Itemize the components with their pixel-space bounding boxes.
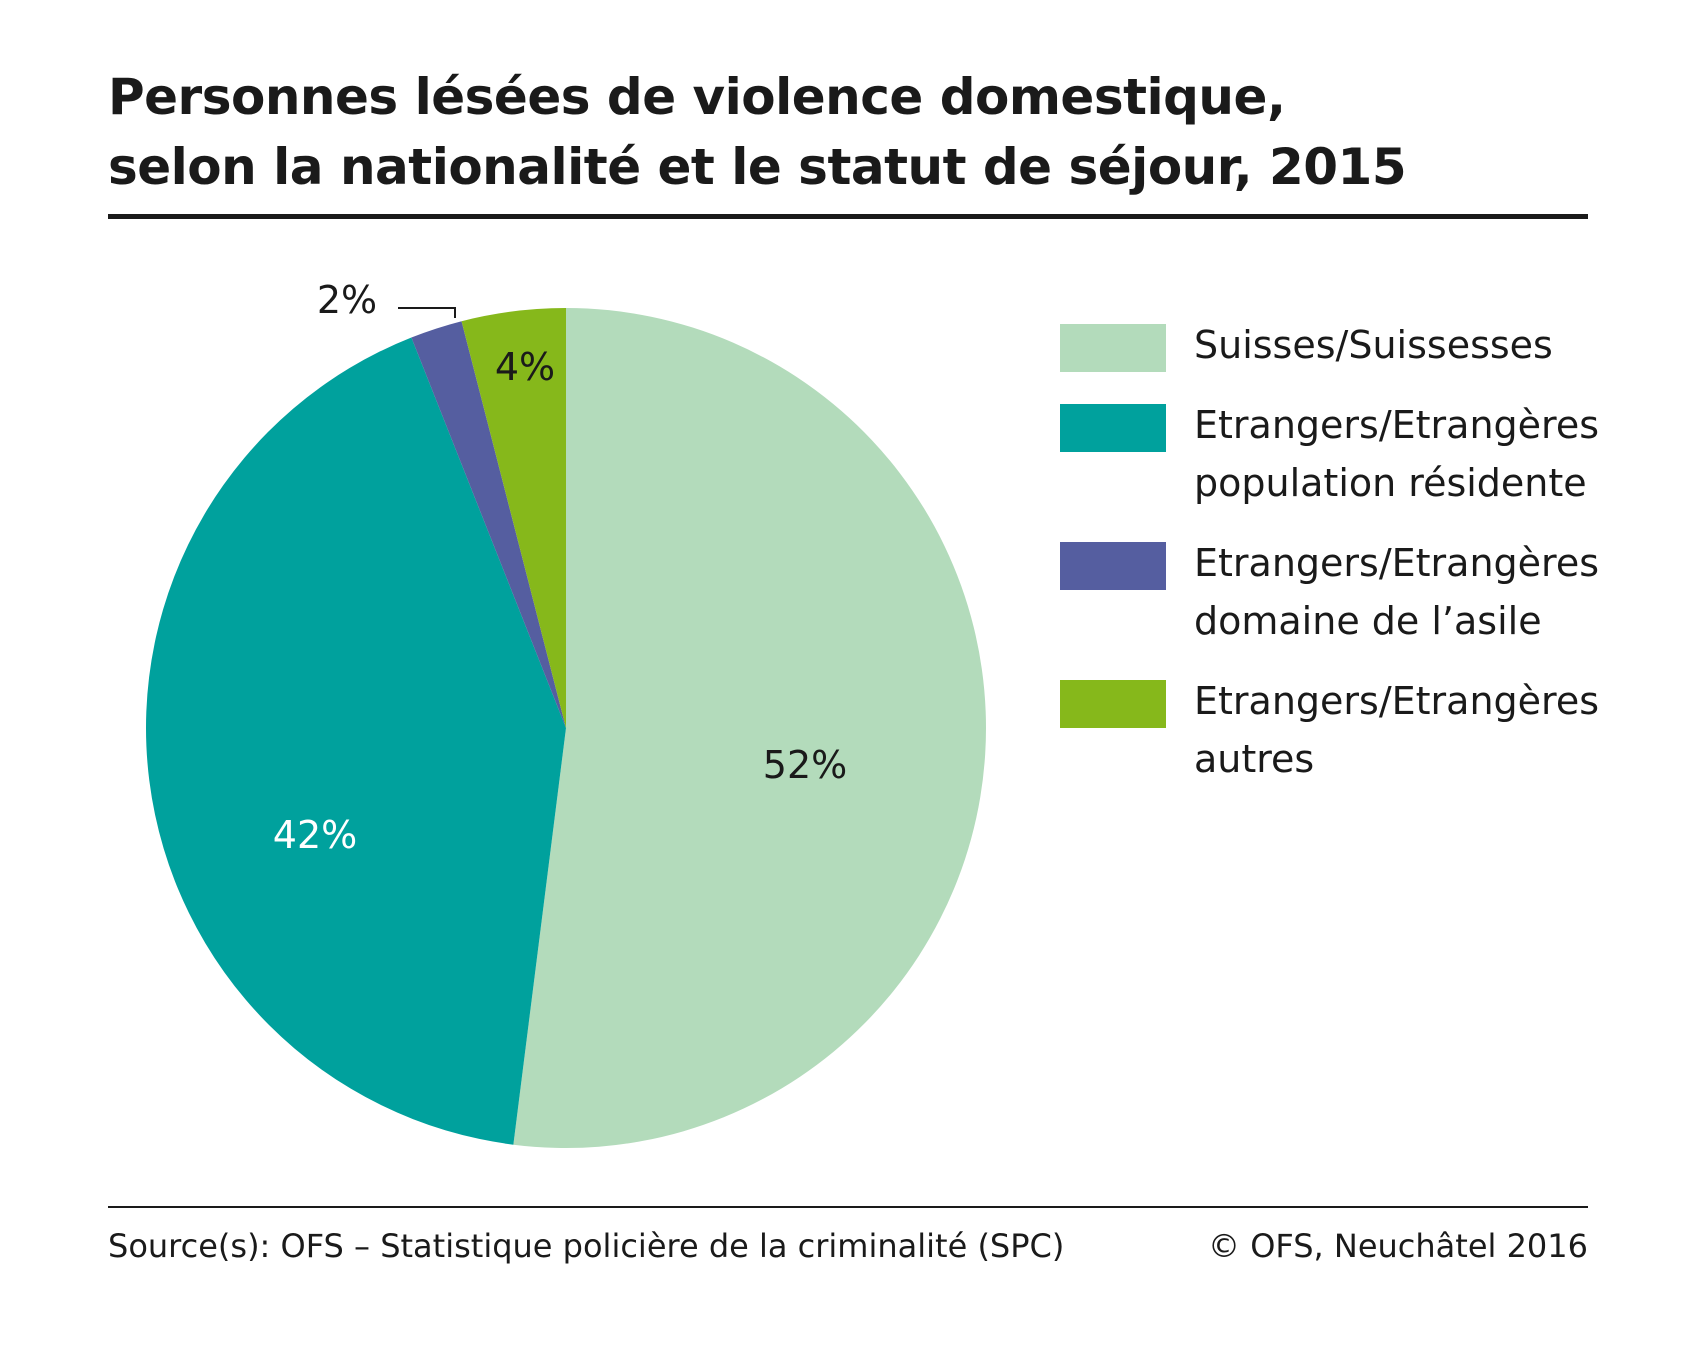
- legend-label-line-1: Etrangers/Etrangères: [1194, 403, 1599, 447]
- footer-divider: [108, 1206, 1588, 1208]
- legend-label-line-2: population résidente: [1194, 461, 1587, 505]
- legend-label-line-1: Suisses/Suissesses: [1194, 323, 1553, 367]
- title-divider: [108, 214, 1588, 219]
- slice-label-autres: 4%: [495, 345, 555, 389]
- legend-label-line-2: domaine de l’asile: [1194, 599, 1542, 643]
- legend: Suisses/Suissesses Etrangers/Etrangères …: [1060, 316, 1660, 810]
- slice-label-asile: 2%: [317, 278, 377, 322]
- legend-swatch-suisses: [1060, 324, 1166, 372]
- legend-label-autres: Etrangers/Etrangères autres: [1194, 672, 1614, 788]
- pie-slice-population-residente: [145, 337, 566, 1145]
- chart-title-line-2: selon la nationalité et le statut de séj…: [108, 138, 1407, 196]
- legend-swatch-autres: [1060, 680, 1166, 728]
- legend-item-suisses: Suisses/Suissesses: [1060, 316, 1660, 374]
- chart-title-line-1: Personnes lésées de violence domestique,: [108, 68, 1286, 126]
- legend-item-population-residente: Etrangers/Etrangères population résident…: [1060, 396, 1660, 512]
- legend-label-line-1: Etrangers/Etrangères: [1194, 679, 1599, 723]
- legend-label-asile: Etrangers/Etrangères domaine de l’asile: [1194, 534, 1614, 650]
- copyright-note: © OFS, Neuchâtel 2016: [1208, 1227, 1588, 1265]
- label-leader-line: [398, 307, 456, 318]
- legend-label-suisses: Suisses/Suissesses: [1194, 316, 1614, 374]
- slice-label-population-residente: 42%: [273, 813, 357, 857]
- legend-label-population-residente: Etrangers/Etrangères population résident…: [1194, 396, 1614, 512]
- legend-label-line-1: Etrangers/Etrangères: [1194, 541, 1599, 585]
- legend-item-autres: Etrangers/Etrangères autres: [1060, 672, 1660, 788]
- chart-title: Personnes lésées de violence domestique,…: [108, 62, 1608, 202]
- pie-slice-suisses: [513, 308, 986, 1148]
- legend-label-line-2: autres: [1194, 737, 1315, 781]
- legend-swatch-asile: [1060, 542, 1166, 590]
- legend-item-asile: Etrangers/Etrangères domaine de l’asile: [1060, 534, 1660, 650]
- source-note: Source(s): OFS – Statistique policière d…: [108, 1227, 1065, 1265]
- slice-label-suisses: 52%: [763, 743, 847, 787]
- pie-slice-asile: [411, 321, 566, 728]
- legend-swatch-population-residente: [1060, 404, 1166, 452]
- pie-slice-autres: [461, 308, 566, 728]
